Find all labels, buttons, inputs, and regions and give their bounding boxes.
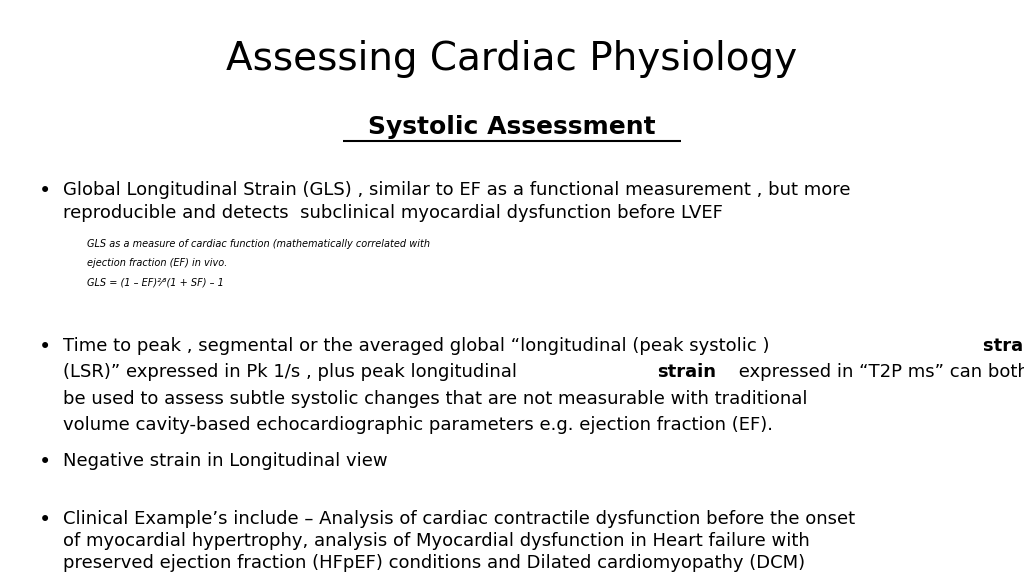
Text: •: • <box>39 452 51 472</box>
Text: •: • <box>39 181 51 202</box>
Text: Global Longitudinal Strain (GLS) , similar to EF as a functional measurement , b: Global Longitudinal Strain (GLS) , simil… <box>63 181 851 222</box>
Text: Clinical Example’s include – Analysis of cardiac contractile dysfunction before : Clinical Example’s include – Analysis of… <box>63 510 856 572</box>
Text: expressed in “T2P ms” can both: expressed in “T2P ms” can both <box>733 363 1024 381</box>
Text: be used to assess subtle systolic changes that are not measurable with tradition: be used to assess subtle systolic change… <box>63 390 808 408</box>
Text: Negative strain in Longitudinal view: Negative strain in Longitudinal view <box>63 452 388 470</box>
Text: •: • <box>39 510 51 530</box>
Text: ejection fraction (EF) in vivo.: ejection fraction (EF) in vivo. <box>87 258 227 268</box>
Text: volume cavity-based echocardiographic parameters e.g. ejection fraction (EF).: volume cavity-based echocardiographic pa… <box>63 416 773 434</box>
Text: •: • <box>39 337 51 357</box>
Text: (LSR)” expressed in Pk 1/s , plus peak longitudinal: (LSR)” expressed in Pk 1/s , plus peak l… <box>63 363 523 381</box>
Text: GLS as a measure of cardiac function (mathematically correlated with: GLS as a measure of cardiac function (ma… <box>87 239 430 249</box>
Text: Assessing Cardiac Physiology: Assessing Cardiac Physiology <box>226 40 798 78</box>
Text: GLS = (1 – EF)²⁄³(1 + SF) – 1: GLS = (1 – EF)²⁄³(1 + SF) – 1 <box>87 277 224 287</box>
Text: strain: strain <box>656 363 716 381</box>
Text: Time to peak , segmental or the averaged global “longitudinal (peak systolic ): Time to peak , segmental or the averaged… <box>63 337 776 355</box>
Text: strain rate: strain rate <box>982 337 1024 355</box>
Text: Systolic Assessment: Systolic Assessment <box>369 115 655 139</box>
